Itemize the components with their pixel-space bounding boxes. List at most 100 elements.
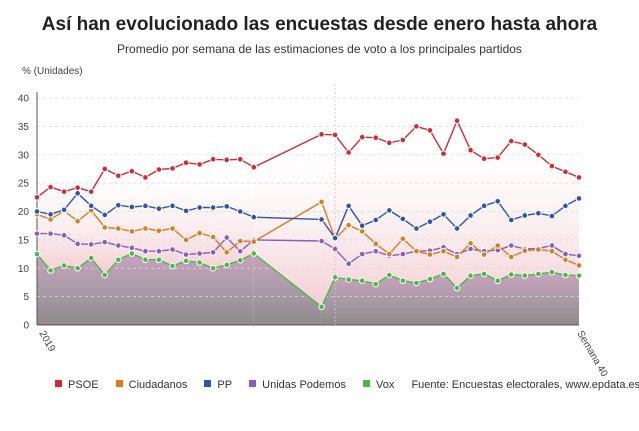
legend-swatch-psoe xyxy=(55,380,62,387)
point-podemos-3 xyxy=(74,240,81,248)
point-psoe-39 xyxy=(562,168,569,176)
point-ciudadanos-26 xyxy=(386,250,393,258)
point-ciudadanos-13 xyxy=(209,233,217,241)
point-psoe-14 xyxy=(223,156,230,164)
point-vox-4 xyxy=(87,254,95,262)
point-podemos-39 xyxy=(562,250,569,258)
point-pp-27 xyxy=(399,215,407,223)
point-pp-12 xyxy=(196,204,203,211)
point-podemos-12 xyxy=(196,250,203,257)
point-vox-39 xyxy=(562,271,569,279)
point-podemos-22 xyxy=(331,245,339,253)
point-ciudadanos-3 xyxy=(74,217,81,225)
point-ciudadanos-33 xyxy=(480,251,488,258)
point-pp-33 xyxy=(480,202,488,210)
point-pp-9 xyxy=(155,205,163,212)
point-podemos-38 xyxy=(548,242,556,249)
point-pp-39 xyxy=(562,202,569,210)
point-pp-0 xyxy=(33,208,41,215)
point-pp-26 xyxy=(386,207,393,214)
point-psoe-32 xyxy=(467,146,474,154)
point-vox-37 xyxy=(535,270,542,278)
legend-item-psoe[interactable]: PSOE xyxy=(55,379,99,391)
point-ciudadanos-36 xyxy=(521,247,529,254)
legend-item-podemos[interactable]: Unidas Podemos xyxy=(249,379,346,391)
point-vox-16 xyxy=(250,250,258,257)
y-tick-label-30: 30 xyxy=(18,150,30,161)
point-psoe-13 xyxy=(209,155,217,163)
point-pp-36 xyxy=(521,212,529,219)
legend-item-ciudadanos[interactable]: Ciudadanos xyxy=(115,379,188,391)
point-ciudadanos-16 xyxy=(250,238,258,245)
point-pp-16 xyxy=(250,213,258,221)
point-ciudadanos-24 xyxy=(358,228,366,235)
point-podemos-27 xyxy=(399,250,407,258)
y-tick-label-15: 15 xyxy=(18,235,30,246)
legend-swatch-vox xyxy=(363,380,371,387)
point-pp-21 xyxy=(318,216,325,223)
point-vox-15 xyxy=(236,257,244,264)
x-tick-label-start: 2019 xyxy=(36,329,57,354)
point-psoe-15 xyxy=(236,155,244,163)
point-pp-10 xyxy=(169,202,176,210)
legend-item-pp[interactable]: PP xyxy=(204,379,232,391)
point-podemos-23 xyxy=(345,260,352,268)
point-psoe-31 xyxy=(453,117,461,124)
point-vox-10 xyxy=(169,262,176,270)
point-ciudadanos-29 xyxy=(426,251,434,258)
point-ciudadanos-21 xyxy=(318,198,325,206)
point-ciudadanos-14 xyxy=(223,249,230,256)
point-pp-31 xyxy=(453,225,461,232)
point-pp-25 xyxy=(372,216,380,224)
point-ciudadanos-10 xyxy=(169,225,176,232)
point-psoe-16 xyxy=(250,163,258,171)
point-vox-23 xyxy=(345,276,352,283)
point-psoe-35 xyxy=(507,137,515,145)
point-psoe-40 xyxy=(575,174,583,181)
point-vox-14 xyxy=(223,261,230,269)
point-pp-28 xyxy=(413,225,420,232)
point-pp-3 xyxy=(74,190,81,197)
source-note: Fuente: Encuestas electorales, www.epdat… xyxy=(411,379,639,391)
point-ciudadanos-32 xyxy=(467,239,474,247)
point-podemos-25 xyxy=(372,247,380,255)
area-lower-band-1 xyxy=(321,272,579,325)
point-psoe-12 xyxy=(196,161,203,168)
point-psoe-3 xyxy=(74,184,81,191)
point-vox-25 xyxy=(372,280,380,288)
point-ciudadanos-37 xyxy=(535,246,542,253)
legend-label-ciudadanos: Ciudadanos xyxy=(128,379,188,391)
point-podemos-13 xyxy=(209,249,217,256)
y-tick-label-40: 40 xyxy=(18,94,30,105)
point-ciudadanos-25 xyxy=(372,240,380,248)
point-pp-15 xyxy=(236,208,244,215)
point-ciudadanos-9 xyxy=(155,227,163,235)
point-podemos-24 xyxy=(358,250,366,258)
y-axis-label: % (Unidades) xyxy=(22,66,83,77)
point-ciudadanos-34 xyxy=(494,242,502,249)
point-vox-0 xyxy=(33,250,41,258)
point-psoe-6 xyxy=(115,172,122,180)
gridlines: 0 5 10 15 20 25 30 35 40 xyxy=(18,84,579,332)
point-vox-28 xyxy=(413,279,420,287)
chart-title: Así han evolucionado las encuestas desde… xyxy=(41,14,598,35)
point-vox-8 xyxy=(142,256,149,264)
area-lower-gap-0 xyxy=(253,253,322,325)
point-psoe-7 xyxy=(128,167,136,175)
point-pp-23 xyxy=(345,202,352,210)
point-vox-26 xyxy=(386,271,393,279)
point-pp-35 xyxy=(507,216,515,224)
point-ciudadanos-39 xyxy=(562,256,569,264)
legend-item-vox[interactable]: Vox xyxy=(363,379,394,391)
point-psoe-38 xyxy=(548,162,556,170)
point-podemos-11 xyxy=(182,251,190,258)
point-pp-38 xyxy=(548,212,556,220)
point-ciudadanos-40 xyxy=(575,262,583,269)
point-ciudadanos-6 xyxy=(115,225,122,232)
point-psoe-1 xyxy=(47,183,54,191)
point-ciudadanos-35 xyxy=(507,253,515,261)
point-psoe-11 xyxy=(182,159,190,166)
point-psoe-26 xyxy=(386,139,393,147)
point-vox-5 xyxy=(101,271,109,279)
